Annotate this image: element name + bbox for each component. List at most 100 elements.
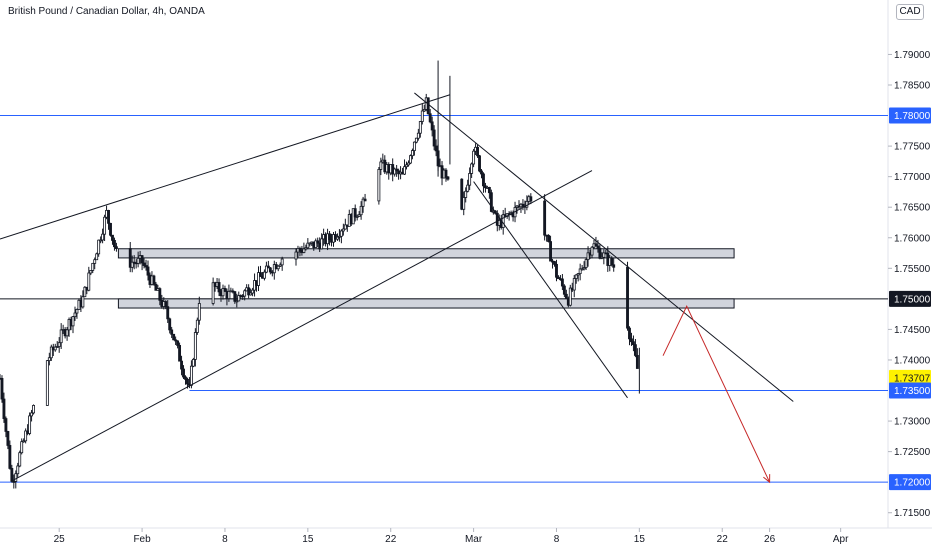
price-badge: [889, 474, 931, 491]
candle-body: [582, 267, 586, 270]
candle-body: [249, 292, 253, 296]
time-tick-label: 22: [385, 534, 397, 545]
candle-body: [557, 276, 560, 280]
candle-body: [555, 263, 558, 278]
time-tick-label: 26: [764, 534, 776, 545]
candle-body: [547, 235, 551, 242]
candle-body: [87, 272, 91, 291]
candle-body: [130, 261, 134, 268]
price-tick-label: 1.76500: [894, 203, 931, 214]
candle-body: [10, 468, 14, 482]
candle-body: [549, 241, 552, 262]
candle-body: [590, 246, 594, 256]
trendline: [473, 181, 628, 399]
candle-body: [395, 168, 399, 172]
candle-body: [626, 266, 629, 329]
candle-body: [416, 132, 420, 139]
candle-body: [71, 316, 75, 327]
trendline: [11, 170, 593, 482]
candle-body: [24, 430, 28, 442]
candle-body: [109, 222, 112, 236]
candle-body: [140, 255, 144, 264]
candle-body: [243, 290, 247, 297]
candle-body: [65, 329, 69, 337]
price-tick-label: 1.79000: [894, 50, 931, 61]
candle-body: [487, 187, 491, 194]
candle-body: [128, 248, 132, 268]
candle-body: [464, 190, 468, 198]
candle-body: [136, 257, 140, 264]
price-badge-label: 1.72000: [894, 478, 931, 489]
price-zone: [117, 248, 735, 259]
candle-body: [158, 288, 162, 301]
price-tick-label: 1.74500: [894, 325, 931, 336]
candle-body: [235, 300, 239, 303]
candle-body: [432, 129, 436, 147]
candle-body: [144, 265, 148, 268]
candle-body: [422, 109, 426, 112]
candle-body: [602, 252, 606, 258]
price-tick-label: 1.76000: [894, 233, 931, 244]
candle-body: [57, 342, 61, 347]
candle-body: [341, 228, 345, 232]
currency-badge[interactable]: CAD: [896, 4, 924, 20]
candle-body: [154, 283, 158, 291]
candle-body: [521, 203, 525, 207]
price-badge: [889, 382, 931, 399]
time-tick-label: Apr: [833, 534, 849, 545]
candle-body: [16, 465, 20, 475]
candle-body: [495, 212, 499, 226]
candle-body: [97, 239, 101, 255]
candle-body: [170, 329, 174, 335]
candle-body: [93, 259, 97, 264]
candle-body: [30, 412, 34, 417]
candle-body: [560, 278, 564, 287]
candle-body: [612, 264, 616, 268]
time-tick-label: 8: [222, 534, 228, 545]
candle-body: [543, 200, 547, 236]
candle-body: [197, 303, 201, 321]
candle-body: [49, 346, 53, 359]
candle-body: [276, 265, 280, 270]
candle-body: [426, 97, 430, 115]
candle-body: [22, 440, 26, 443]
support-resistance-zones: [117, 248, 735, 309]
candle-body: [152, 275, 156, 285]
candle-body: [83, 286, 87, 298]
candle-body: [412, 141, 416, 151]
candle-body: [576, 273, 580, 276]
price-badge: [889, 369, 931, 386]
candle-body: [32, 405, 35, 414]
candle-body: [444, 169, 448, 178]
candle-body: [553, 261, 556, 265]
candle-body: [379, 161, 383, 170]
candle-body: [564, 293, 568, 299]
candle-body: [191, 359, 195, 367]
candle-body: [462, 197, 466, 210]
candle-body: [227, 290, 231, 299]
time-tick-label: Mar: [465, 534, 483, 545]
candle-body: [53, 346, 57, 351]
candle-body: [211, 282, 215, 304]
candle-body: [264, 265, 268, 273]
candle-body: [278, 264, 282, 267]
candle-body: [446, 176, 450, 180]
time-tick-label: 25: [54, 534, 66, 545]
candle-body: [578, 268, 582, 275]
price-badge-label: 1.73500: [894, 386, 931, 397]
price-tick-label: 1.78500: [894, 80, 931, 91]
price-badge-label: 1.78000: [894, 111, 931, 122]
candle-body: [405, 164, 408, 168]
candle-body: [18, 452, 22, 467]
candle-body: [2, 398, 6, 419]
candle-body: [377, 169, 381, 202]
candle-body: [237, 295, 241, 302]
candle-body: [20, 441, 24, 454]
price-badge: [889, 290, 931, 307]
candle-body: [428, 113, 432, 123]
candle-body: [393, 168, 397, 175]
projection-path: [662, 305, 771, 483]
candle-body: [73, 312, 77, 318]
chart-grid: [0, 0, 932, 529]
